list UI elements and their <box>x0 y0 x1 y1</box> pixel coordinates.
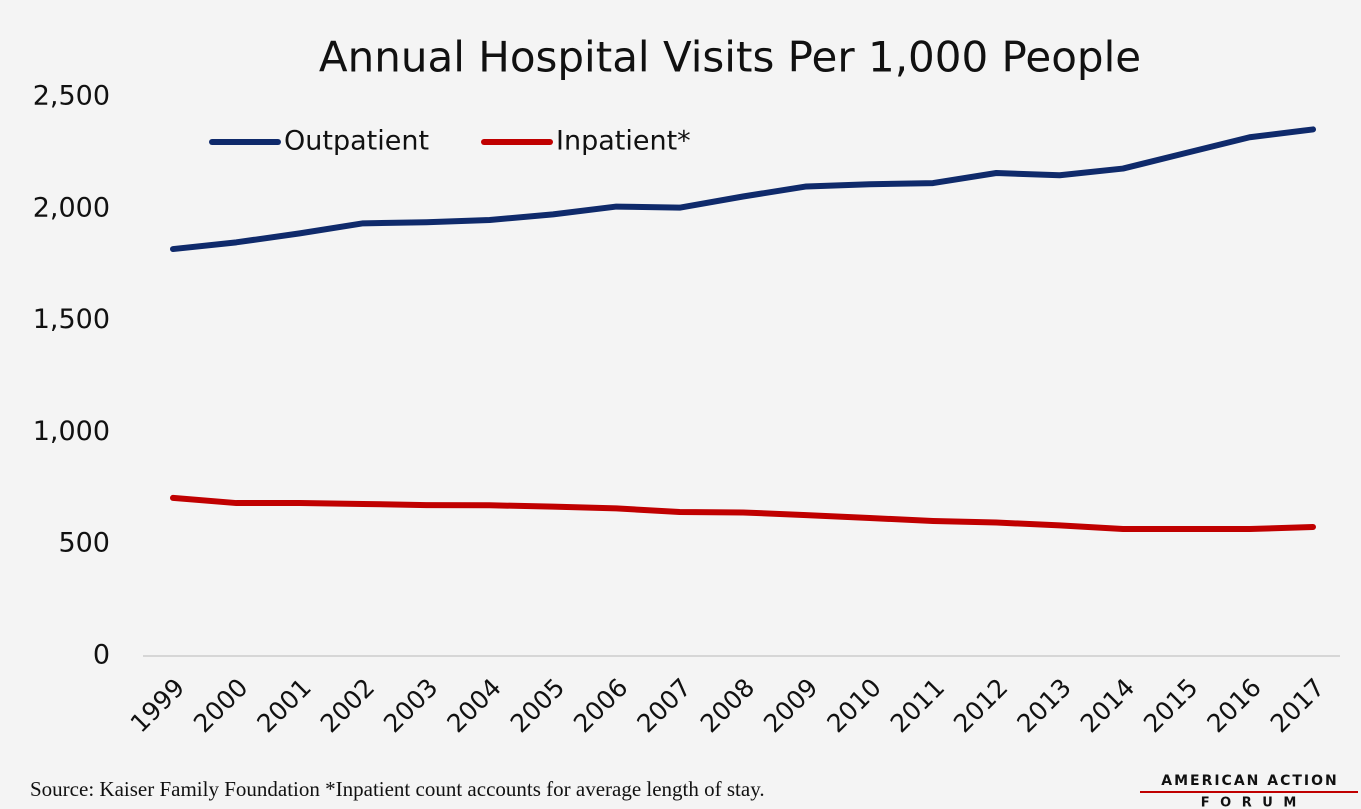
legend-label: Outpatient <box>284 126 429 157</box>
line-series <box>170 126 1316 253</box>
logo-text: F O R U M <box>1201 796 1300 809</box>
y-tick-label: 500 <box>58 528 110 559</box>
y-tick-label: 0 <box>93 640 110 671</box>
y-tick-label: 2,500 <box>33 81 110 112</box>
legend-label: Inpatient* <box>556 126 691 157</box>
logo-text: AMERICAN ACTION <box>1161 773 1339 789</box>
chart-title: Annual Hospital Visits Per 1,000 People <box>319 33 1141 82</box>
source-note: Source: Kaiser Family Foundation *Inpati… <box>30 777 765 801</box>
y-tick-label: 1,000 <box>33 416 110 447</box>
y-tick-label: 1,500 <box>33 304 110 335</box>
y-tick-label: 2,000 <box>33 192 110 223</box>
line-series <box>170 494 1316 532</box>
